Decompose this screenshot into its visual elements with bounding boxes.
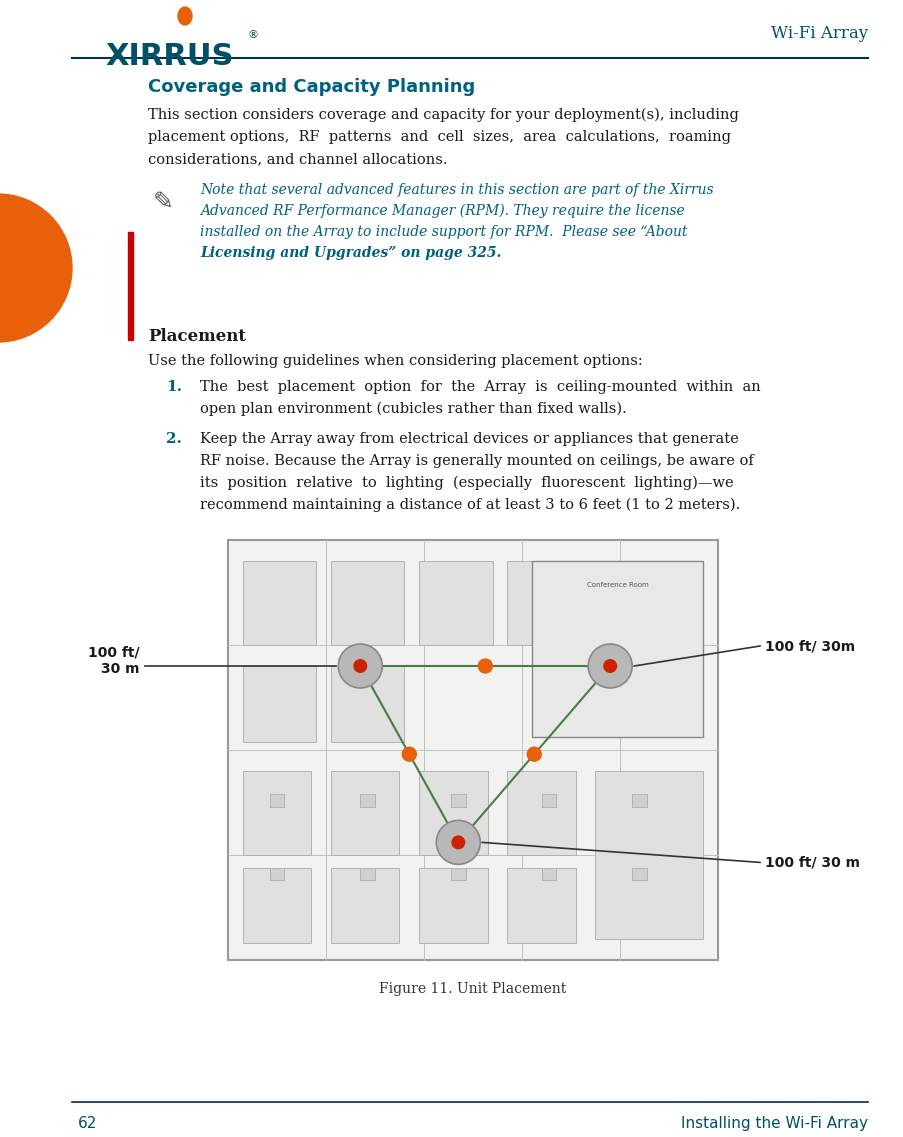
Bar	[360, 794, 375, 806]
Text: Keep the Array away from electrical devices or appliances that generate: Keep the Array away from electrical devi…	[200, 432, 738, 446]
Bar	[541, 794, 555, 806]
Circle shape	[436, 821, 479, 864]
Bar	[451, 794, 465, 806]
Bar	[269, 794, 284, 806]
Text: The  best  placement  option  for  the  Array  is  ceiling-mounted  within  an: The best placement option for the Array …	[200, 380, 760, 395]
Bar	[451, 868, 465, 880]
Bar	[360, 868, 375, 880]
Circle shape	[451, 836, 465, 849]
Bar	[631, 794, 647, 806]
Circle shape	[353, 659, 367, 673]
Bar	[541, 868, 555, 880]
Bar	[507, 561, 580, 645]
Text: Conference Room: Conference Room	[586, 582, 647, 588]
Text: its  position  relative  to  lighting  (especially  fluorescent  lighting)—we: its position relative to lighting (espec…	[200, 476, 733, 490]
Bar	[269, 868, 284, 880]
Circle shape	[602, 659, 617, 673]
Bar	[451, 794, 465, 806]
Bar	[242, 771, 311, 855]
Bar	[269, 794, 284, 806]
Bar	[507, 771, 575, 855]
Bar	[507, 868, 575, 944]
Text: XIRRUS: XIRRUS	[106, 42, 234, 70]
Circle shape	[478, 659, 492, 673]
Bar	[360, 794, 375, 806]
Text: 1.: 1.	[166, 380, 182, 395]
Bar	[631, 868, 647, 880]
Text: considerations, and channel allocations.: considerations, and channel allocations.	[148, 152, 447, 166]
Text: 62: 62	[78, 1117, 98, 1131]
Text: Advanced RF Performance Manager (RPM). They require the license: Advanced RF Performance Manager (RPM). T…	[200, 204, 684, 218]
Bar	[419, 771, 487, 855]
Text: recommend maintaining a distance of at least 3 to 6 feet (1 to 2 meters).: recommend maintaining a distance of at l…	[200, 498, 740, 513]
Bar	[631, 868, 647, 880]
Bar	[269, 868, 284, 880]
Bar	[451, 868, 465, 880]
Ellipse shape	[178, 7, 191, 25]
Bar	[360, 868, 375, 880]
Bar	[242, 561, 316, 645]
Bar	[531, 561, 703, 738]
Bar	[541, 794, 555, 806]
Text: Installing the Wi-Fi Array: Installing the Wi-Fi Array	[680, 1117, 867, 1131]
Bar	[242, 666, 316, 741]
Bar	[595, 771, 703, 939]
Text: Figure 11. Unit Placement: Figure 11. Unit Placement	[379, 982, 566, 996]
Circle shape	[338, 644, 382, 688]
Circle shape	[588, 644, 631, 688]
Bar	[360, 794, 375, 806]
Text: Licensing and Upgrades” on page 325.: Licensing and Upgrades” on page 325.	[200, 246, 501, 260]
Bar	[451, 868, 465, 880]
Text: RF noise. Because the Array is generally mounted on ceilings, be aware of: RF noise. Because the Array is generally…	[200, 454, 753, 468]
Bar	[451, 868, 465, 880]
Text: installed on the Array to include support for RPM.  Please see “About: installed on the Array to include suppor…	[200, 225, 687, 239]
Text: ✎: ✎	[153, 190, 173, 214]
Text: placement options,  RF  patterns  and  cell  sizes,  area  calculations,  roamin: placement options, RF patterns and cell …	[148, 130, 731, 144]
Text: Note that several advanced features in this section are part of the Xirrus: Note that several advanced features in t…	[200, 183, 712, 197]
Bar	[360, 868, 375, 880]
Bar	[242, 868, 311, 944]
Bar	[541, 868, 555, 880]
Bar	[419, 561, 492, 645]
Bar	[451, 794, 465, 806]
Bar	[330, 561, 404, 645]
Bar	[330, 868, 399, 944]
Bar	[360, 794, 375, 806]
Text: open plan environment (cubicles rather than fixed walls).: open plan environment (cubicles rather t…	[200, 402, 626, 416]
Text: 100 ft/
30 m: 100 ft/ 30 m	[88, 646, 140, 677]
Text: 2.: 2.	[166, 432, 182, 446]
Text: This section considers coverage and capacity for your deployment(s), including: This section considers coverage and capa…	[148, 108, 738, 123]
Bar	[541, 794, 555, 806]
Text: 100 ft/ 30 m: 100 ft/ 30 m	[764, 855, 859, 870]
Text: Use the following guidelines when considering placement options:: Use the following guidelines when consid…	[148, 354, 642, 368]
Bar	[330, 771, 399, 855]
Text: Coverage and Capacity Planning: Coverage and Capacity Planning	[148, 78, 475, 96]
Bar	[541, 868, 555, 880]
Circle shape	[526, 747, 541, 761]
Bar	[269, 794, 284, 806]
Bar	[360, 868, 375, 880]
Bar	[228, 540, 717, 960]
Bar	[541, 794, 555, 806]
Bar	[269, 868, 284, 880]
Bar	[451, 794, 465, 806]
Text: 100 ft/ 30m: 100 ft/ 30m	[764, 639, 854, 653]
Bar	[330, 666, 404, 741]
Text: Placement: Placement	[148, 327, 246, 345]
Bar	[631, 794, 647, 806]
Bar	[269, 794, 284, 806]
Bar	[631, 794, 647, 806]
Bar	[128, 232, 133, 340]
Bar	[269, 868, 284, 880]
Text: ®: ®	[247, 30, 259, 40]
Bar	[631, 794, 647, 806]
Bar	[631, 868, 647, 880]
Bar	[541, 868, 555, 880]
Wedge shape	[0, 194, 72, 342]
Bar	[631, 868, 647, 880]
Circle shape	[402, 747, 416, 761]
Text: Wi-Fi Array: Wi-Fi Array	[770, 25, 867, 42]
Bar	[419, 868, 487, 944]
